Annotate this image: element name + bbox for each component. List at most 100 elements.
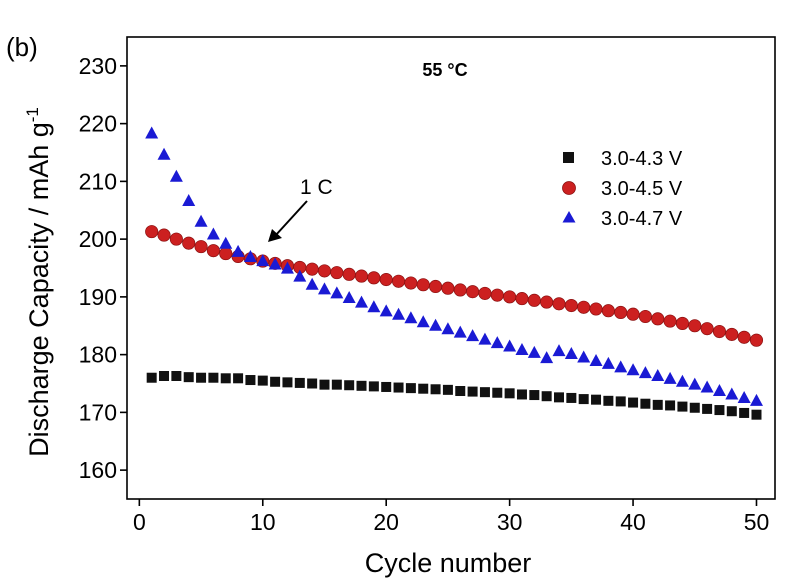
series-1 [146, 370, 762, 420]
data-point-series-3-14 [317, 282, 331, 295]
data-point-series-2-16 [342, 267, 356, 281]
data-point-series-1-34 [566, 392, 577, 403]
data-point-series-1-6 [220, 373, 231, 384]
legend-label-series-3: 3.0-4.7 V [601, 208, 683, 230]
data-point-series-3-48 [737, 390, 751, 403]
data-point-series-3-20 [392, 307, 406, 320]
data-point-series-1-33 [554, 392, 564, 403]
data-point-series-3-46 [712, 384, 726, 397]
data-point-series-3-30 [515, 343, 529, 356]
data-point-series-1-17 [356, 380, 367, 391]
data-point-series-1-7 [233, 373, 244, 384]
axis-ticks: 0 10 20 30 40 50 160 170 180 190 200 210 220 230 [79, 53, 770, 535]
data-point-series-1-8 [245, 375, 256, 386]
data-marks [145, 126, 764, 420]
data-point-series-3-31 [527, 345, 541, 358]
data-point-series-2-45 [700, 322, 714, 336]
data-point-series-3-21 [404, 311, 418, 324]
data-point-series-3-36 [589, 353, 603, 366]
data-point-series-2-17 [354, 269, 369, 283]
data-point-series-1-14 [319, 379, 330, 390]
data-point-series-3-43 [675, 374, 689, 387]
data-point-series-2-32 [540, 295, 554, 309]
series-3 [145, 126, 763, 406]
data-point-series-3-26 [466, 329, 480, 342]
legend: 3.0-4.3 V 3.0-4.5 V 3.0-4.7 V [562, 148, 683, 230]
data-point-series-3-39 [626, 363, 640, 376]
data-point-series-1-43 [677, 401, 688, 412]
data-point-series-1-4 [196, 372, 207, 383]
data-point-series-1-12 [294, 377, 305, 388]
data-point-series-3-13 [305, 277, 319, 290]
data-point-series-2-27 [478, 286, 492, 300]
y-tick-label-6: 220 [79, 111, 117, 137]
data-point-series-2-42 [663, 314, 677, 328]
y-axis-title-superscript: -1 [23, 107, 42, 122]
data-point-series-3-1 [157, 147, 171, 160]
data-point-series-3-24 [441, 322, 455, 335]
data-point-series-3-42 [663, 371, 677, 384]
data-point-series-3-5 [206, 227, 220, 240]
data-point-series-2-20 [391, 274, 406, 288]
data-point-series-2-18 [367, 271, 381, 285]
data-point-series-1-21 [405, 383, 416, 394]
data-point-series-3-44 [688, 377, 702, 390]
data-point-series-2-6 [219, 247, 233, 261]
data-point-series-3-27 [478, 332, 492, 345]
data-point-series-3-40 [638, 366, 652, 379]
data-point-series-3-41 [651, 368, 665, 381]
x-tick-label-2: 20 [373, 509, 399, 535]
data-point-series-1-2 [171, 370, 182, 381]
condition-label: 55 °C [422, 60, 467, 80]
data-point-series-3-8 [243, 250, 257, 263]
annotation-arrow-shaft [274, 200, 308, 237]
x-tick-label-0: 0 [133, 509, 146, 535]
legend-label-series-1: 3.0-4.3 V [601, 148, 683, 170]
data-point-series-1-35 [578, 394, 589, 405]
data-point-series-3-3 [182, 194, 196, 207]
annotation-arrow-head [268, 229, 282, 242]
data-point-series-3-49 [749, 393, 763, 406]
data-point-series-2-35 [577, 300, 591, 314]
data-point-series-2-30 [515, 292, 529, 306]
data-point-series-1-39 [628, 397, 639, 408]
data-point-series-1-48 [739, 407, 750, 418]
x-axis-title: Cycle number [365, 548, 532, 578]
data-point-series-1-44 [689, 402, 700, 413]
data-point-series-3-16 [342, 291, 356, 304]
data-point-series-1-18 [368, 381, 379, 392]
data-point-series-2-36 [589, 302, 603, 316]
data-point-series-2-13 [305, 262, 319, 276]
data-point-series-2-3 [182, 236, 196, 250]
legend-label-series-2: 3.0-4.5 V [601, 178, 683, 200]
data-point-series-1-9 [257, 375, 268, 386]
data-point-series-1-0 [146, 372, 157, 383]
data-point-series-3-7 [231, 244, 245, 257]
series-2 [145, 225, 764, 347]
data-point-series-3-47 [725, 387, 739, 400]
data-point-series-3-22 [416, 315, 430, 328]
y-tick-label-4: 200 [79, 226, 117, 252]
data-point-series-3-38 [614, 360, 628, 373]
data-point-series-1-19 [381, 381, 392, 392]
data-point-series-3-11 [280, 261, 294, 274]
data-point-series-2-5 [206, 244, 220, 258]
data-point-series-3-32 [540, 351, 554, 364]
data-point-series-1-26 [467, 386, 478, 397]
y-tick-label-3: 190 [79, 284, 117, 310]
data-point-series-2-41 [651, 312, 665, 326]
data-point-series-2-34 [564, 298, 578, 313]
data-point-series-1-1 [159, 370, 170, 381]
data-point-series-2-31 [527, 293, 541, 307]
data-point-series-1-3 [183, 372, 194, 383]
data-point-series-2-21 [404, 276, 418, 290]
data-point-series-1-13 [307, 378, 318, 389]
y-tick-label-2: 180 [79, 342, 117, 368]
data-point-series-2-24 [441, 281, 455, 295]
data-point-series-2-22 [416, 278, 430, 292]
data-point-series-1-37 [603, 395, 614, 406]
data-point-series-3-6 [219, 236, 233, 249]
data-point-series-3-35 [577, 350, 591, 363]
data-point-series-2-28 [490, 288, 504, 302]
